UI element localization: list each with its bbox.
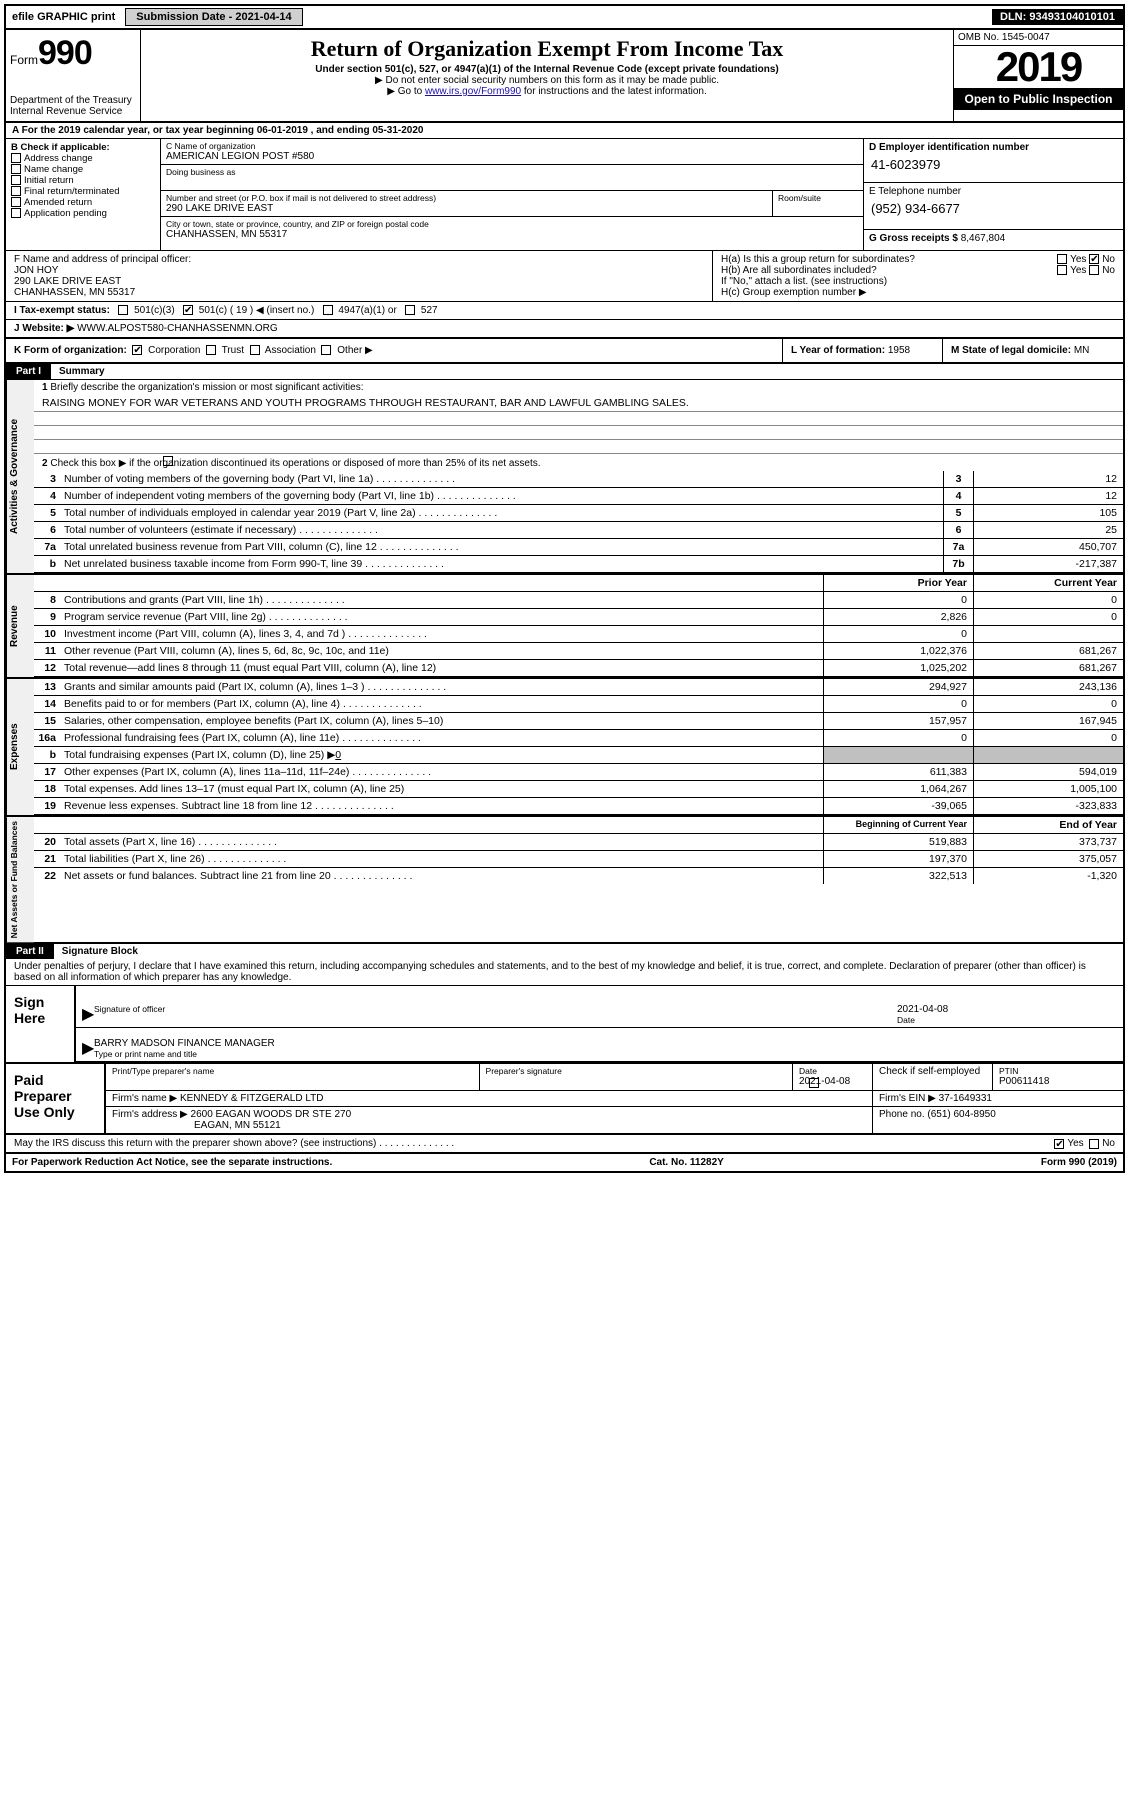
penalties-text: Under penalties of perjury, I declare th… — [6, 959, 1123, 986]
line5-value: 105 — [973, 505, 1123, 521]
form-header: Form990 Department of the Treasury Inter… — [6, 30, 1123, 123]
officer-name: JON HOY — [14, 265, 704, 276]
irs-label: Internal Revenue Service — [10, 106, 136, 117]
line6-value: 25 — [973, 522, 1123, 538]
website-row: J Website: ▶ WWW.ALPOST580-CHANHASSENMN.… — [6, 320, 1123, 339]
city-state-zip: CHANHASSEN, MN 55317 — [166, 229, 858, 240]
state-domicile: MN — [1074, 345, 1090, 356]
line7b-value: -217,387 — [973, 556, 1123, 572]
top-bar: efile GRAPHIC print Submission Date - 20… — [6, 6, 1123, 30]
tax-year: 2019 — [954, 46, 1123, 88]
firm-name: KENNEDY & FITZGERALD LTD — [180, 1093, 324, 1104]
paperwork-notice: For Paperwork Reduction Act Notice, see … — [12, 1157, 332, 1168]
name-change-checkbox[interactable] — [11, 164, 21, 174]
street-address: 290 LAKE DRIVE EAST — [166, 203, 767, 214]
line3-value: 12 — [973, 471, 1123, 487]
line7a-value: 450,707 — [973, 539, 1123, 555]
form-number: Form990 — [10, 34, 136, 73]
final-return-checkbox[interactable] — [11, 186, 21, 196]
group-return-q: H(a) Is this a group return for subordin… — [721, 254, 1115, 265]
sign-here-label: Sign Here — [6, 986, 76, 1062]
tab-activities: Activities & Governance — [6, 380, 34, 573]
submission-date-button[interactable]: Submission Date - 2021-04-14 — [125, 8, 302, 26]
address-change-checkbox[interactable] — [11, 153, 21, 163]
tab-revenue: Revenue — [6, 575, 34, 677]
public-inspection: Open to Public Inspection — [954, 88, 1123, 110]
tab-expenses: Expenses — [6, 679, 34, 815]
form-of-org: K Form of organization: Corporation Trus… — [6, 339, 783, 362]
tax-exempt-status: I Tax-exempt status: 501(c)(3) 501(c) ( … — [6, 302, 1123, 320]
dln-badge: DLN: 93493104010101 — [992, 9, 1123, 25]
line4-value: 12 — [973, 488, 1123, 504]
amended-return-checkbox[interactable] — [11, 197, 21, 207]
cat-no: Cat. No. 11282Y — [649, 1157, 723, 1168]
ein: 41-6023979 — [869, 153, 1118, 176]
form990-link[interactable]: www.irs.gov/Form990 — [425, 86, 521, 97]
discuss-question: May the IRS discuss this return with the… — [6, 1135, 1123, 1154]
arrow-icon: ▶ — [82, 1004, 94, 1025]
form-subtitle: Under section 501(c), 527, or 4947(a)(1)… — [145, 64, 949, 75]
form-version: Form 990 (2019) — [1041, 1157, 1117, 1168]
block-b: B Check if applicable: Address change Na… — [6, 139, 161, 250]
firm-ein: 37-1649331 — [939, 1093, 992, 1104]
paid-preparer-label: Paid Preparer Use Only — [6, 1064, 106, 1133]
ssn-note: Do not enter social security numbers on … — [145, 75, 949, 86]
ptin: P00611418 — [999, 1076, 1117, 1087]
telephone: (952) 934-6677 — [869, 197, 1118, 220]
mission-text: RAISING MONEY FOR WAR VETERANS AND YOUTH… — [34, 395, 1123, 412]
form-title: Return of Organization Exempt From Incom… — [145, 36, 949, 62]
firm-phone: (651) 604-8950 — [927, 1109, 995, 1120]
subordinates-q: H(b) Are all subordinates included? Yes … — [721, 265, 1115, 276]
arrow-icon: ▶ — [82, 1038, 94, 1059]
tax-period: A For the 2019 calendar year, or tax yea… — [6, 123, 1123, 139]
gross-receipts: 8,467,804 — [961, 233, 1006, 244]
officer-signature-name: BARRY MADSON FINANCE MANAGER — [94, 1038, 1117, 1049]
application-pending-checkbox[interactable] — [11, 208, 21, 218]
initial-return-checkbox[interactable] — [11, 175, 21, 185]
org-name: AMERICAN LEGION POST #580 — [166, 151, 858, 162]
efile-label: efile GRAPHIC print — [6, 9, 121, 25]
year-formation: 1958 — [888, 345, 910, 356]
part-1-header: Part I — [6, 364, 51, 379]
dept-treasury: Department of the Treasury — [10, 95, 136, 106]
part-2-header: Part II — [6, 944, 54, 959]
tab-net-assets: Net Assets or Fund Balances — [6, 817, 34, 942]
link-note: Go to www.irs.gov/Form990 for instructio… — [145, 86, 949, 97]
